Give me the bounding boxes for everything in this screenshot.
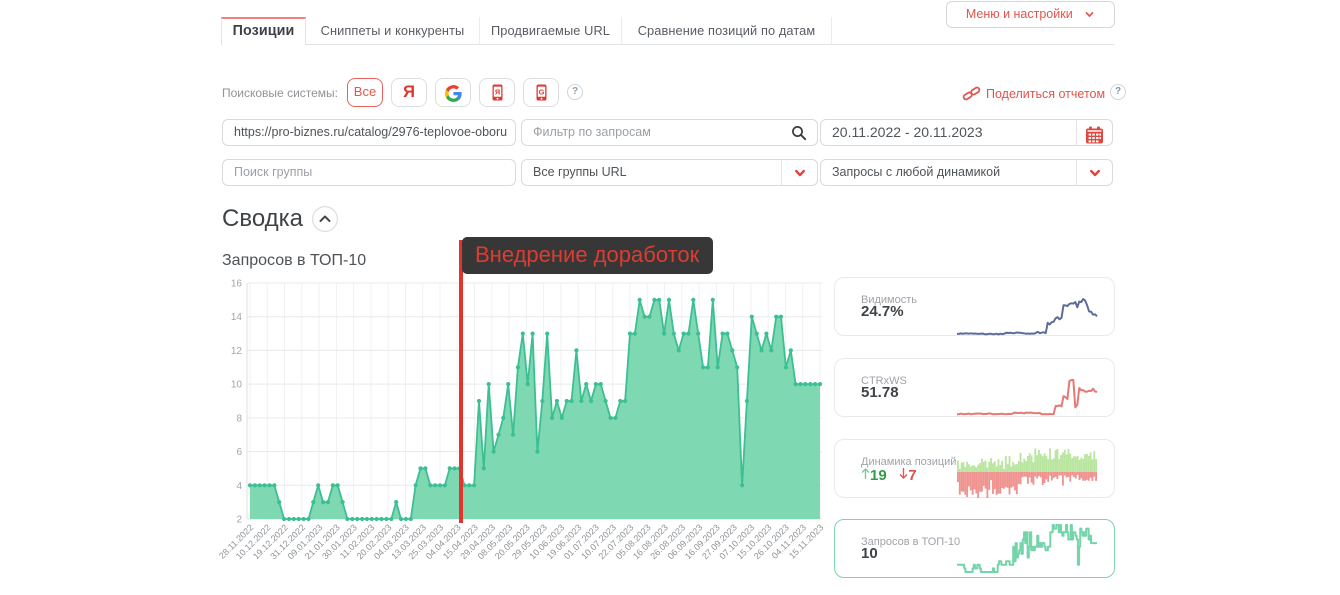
svg-text:10: 10	[231, 380, 243, 391]
svg-text:16: 16	[231, 279, 243, 290]
svg-text:G: G	[538, 87, 544, 96]
svg-text:6: 6	[236, 447, 242, 458]
svg-text:2: 2	[236, 515, 242, 526]
svg-text:Я: Я	[494, 87, 499, 96]
svg-text:12: 12	[231, 346, 243, 357]
svg-text:8: 8	[236, 413, 242, 424]
svg-text:4: 4	[236, 481, 242, 492]
svg-text:14: 14	[231, 312, 243, 323]
